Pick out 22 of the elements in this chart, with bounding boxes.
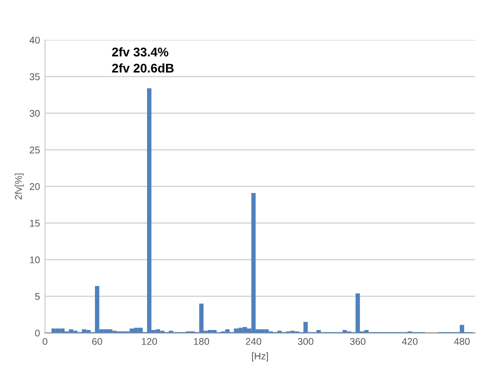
- annotation: 2fv 20.6dB: [112, 63, 174, 73]
- y-tick-label: 25: [30, 146, 40, 154]
- x-tick-label: 480: [454, 338, 470, 345]
- y-tick-label: 10: [30, 256, 40, 264]
- x-tick-label: 360: [350, 338, 366, 345]
- y-tick-label: 15: [30, 220, 40, 227]
- y-tick-label: 35: [30, 73, 40, 80]
- x-axis-title: [Hz]: [252, 352, 268, 362]
- y-tick-label: 20: [30, 183, 40, 190]
- x-tick-label: 420: [402, 338, 418, 345]
- x-tick-label: 120: [142, 338, 157, 345]
- y-tick-label: 30: [30, 110, 40, 117]
- x-tick-label: 300: [298, 338, 314, 345]
- y-tick-label: 40: [30, 36, 40, 44]
- y-tick-label: 5: [35, 293, 40, 300]
- x-tick-label: 60: [92, 338, 102, 345]
- y-axis-title: 2fv[%]: [14, 174, 24, 200]
- x-tick-label: 180: [194, 338, 210, 345]
- annotation: 2fv 33.4%: [112, 47, 168, 56]
- x-tick-label: 0: [42, 338, 48, 345]
- x-tick-label: 240: [246, 338, 262, 345]
- y-tick-label: 0: [35, 330, 40, 337]
